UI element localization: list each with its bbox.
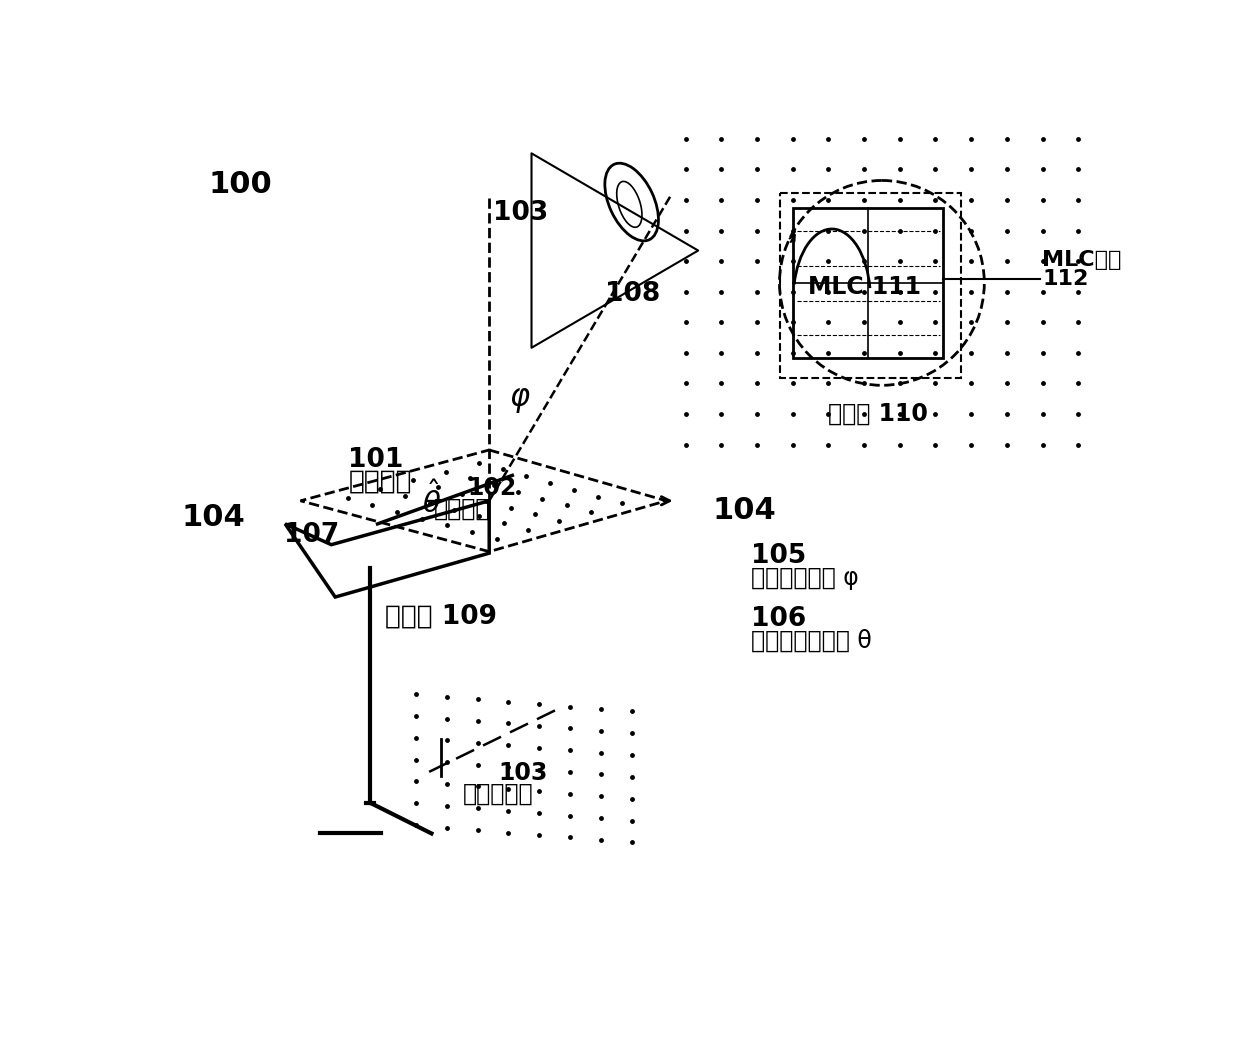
Text: 等中心点: 等中心点	[348, 469, 412, 495]
Bar	[780, 193, 961, 377]
Text: 100: 100	[208, 170, 272, 199]
Bar	[794, 208, 944, 358]
Text: 机架转轴: 机架转轴	[434, 496, 490, 521]
Text: 112: 112	[1042, 269, 1089, 289]
Text: 治疗床转动角度 θ: 治疗床转动角度 θ	[751, 629, 872, 653]
Text: MLC叶片: MLC叶片	[1042, 250, 1121, 270]
Text: $\varphi$: $\varphi$	[510, 387, 531, 415]
Text: 106: 106	[751, 606, 806, 632]
Text: $\hat{\theta}$: $\hat{\theta}$	[422, 481, 441, 519]
Text: 103: 103	[494, 200, 548, 226]
Text: 108: 108	[605, 281, 660, 307]
Text: 准直器 110: 准直器 110	[828, 402, 928, 426]
Text: 105: 105	[751, 543, 806, 569]
Text: MLC 111: MLC 111	[807, 275, 920, 299]
Text: 治疗床转轴: 治疗床转轴	[463, 782, 533, 805]
Text: 机架转动角度 φ: 机架转动角度 φ	[751, 566, 859, 590]
Text: 104: 104	[713, 496, 776, 524]
Text: 102: 102	[467, 476, 517, 500]
Text: 治疗床 109: 治疗床 109	[386, 603, 497, 629]
Text: 104: 104	[181, 503, 246, 532]
Text: 101: 101	[348, 447, 404, 473]
Text: 103: 103	[498, 762, 548, 786]
Text: 107: 107	[284, 522, 339, 548]
